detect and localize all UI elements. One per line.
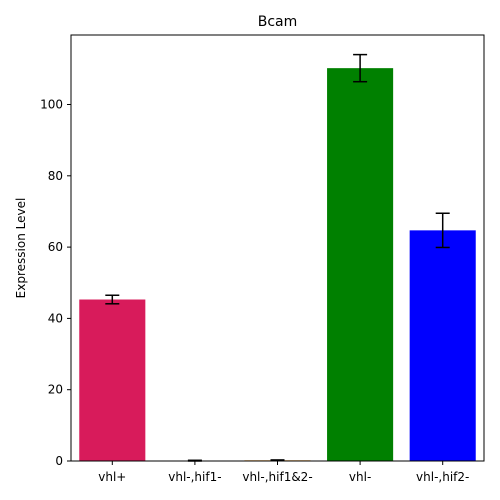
- y-axis-label: Expression Level: [14, 198, 28, 299]
- plot-frame: [70, 34, 485, 462]
- bar-0: [79, 299, 146, 461]
- y-tick-label-3: 60: [48, 240, 63, 254]
- x-tick-label-3: vhl-: [349, 470, 371, 484]
- x-tick-label-1: vhl-,hif1-: [168, 470, 221, 484]
- x-tick-label-4: vhl-,hif2-: [416, 470, 469, 484]
- y-tick-label-5: 100: [40, 98, 63, 112]
- plot-area: vhl+ vhl-,hif1- vhl-,hif1&2- vhl-vhl-,hif2-…: [40, 34, 485, 484]
- x-tick-label-2: vhl-,hif1&2-: [242, 470, 312, 484]
- bar-3: [327, 68, 394, 461]
- bar-4: [409, 230, 476, 461]
- x-tick-label-0: vhl+: [98, 470, 126, 484]
- y-tick-label-0: 0: [55, 454, 63, 468]
- y-tick-label-2: 40: [48, 311, 63, 325]
- y-tick-label-4: 80: [48, 169, 63, 183]
- chart-title: Bcam: [258, 14, 298, 30]
- y-tick-label-1: 20: [48, 383, 63, 397]
